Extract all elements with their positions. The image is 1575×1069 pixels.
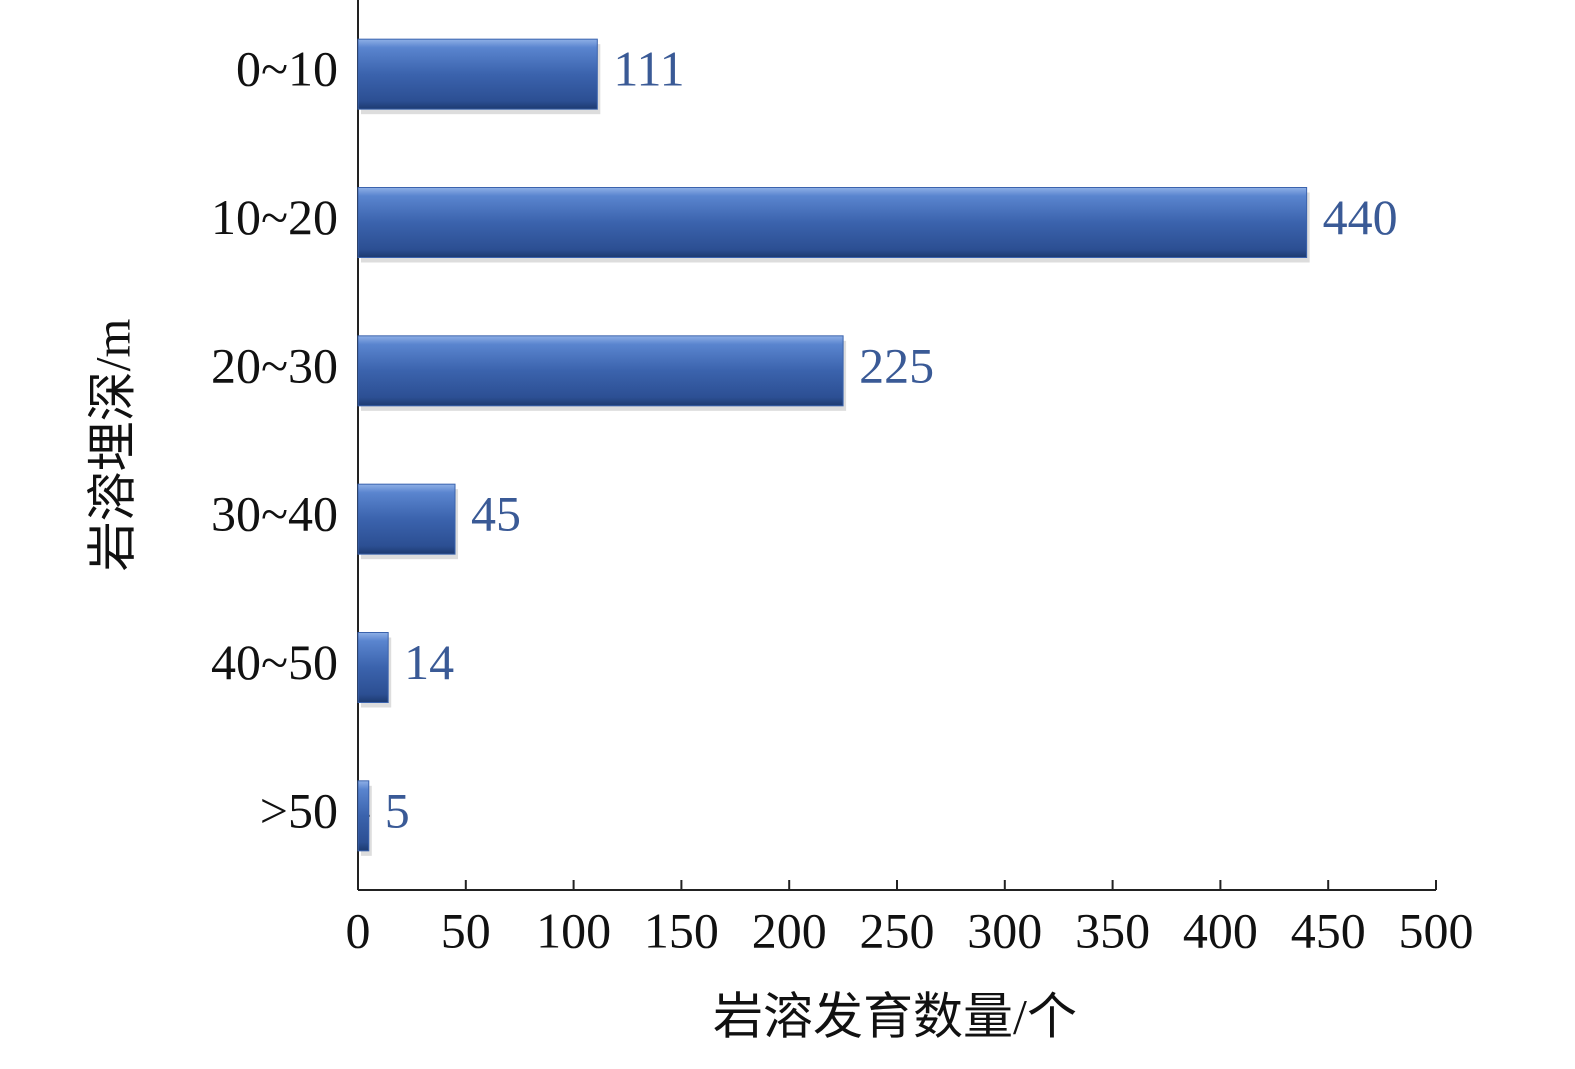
x-tick-label: 0 [346,902,371,958]
x-tick-label: 250 [860,902,935,958]
y-tick-label: 20~30 [211,337,338,393]
value-label: 440 [1323,189,1398,245]
y-axis-title: 岩溶埋深/m [84,319,140,572]
value-label: 45 [471,486,521,542]
y-tick-label: 10~20 [211,189,338,245]
y-tick-label: 0~10 [236,41,338,97]
value-label: 14 [404,634,454,690]
value-label: 225 [859,337,934,393]
x-tick-label: 500 [1399,902,1474,958]
bar [357,483,456,555]
x-tick-label: 300 [967,902,1042,958]
bar [357,632,389,703]
bar [357,38,598,110]
x-tick-label: 50 [441,902,491,958]
bar [357,335,844,407]
bar [357,187,1308,258]
bar [357,780,370,852]
x-tick-label: 450 [1291,902,1366,958]
x-axis-title: 岩溶发育数量/个 [713,988,1077,1044]
x-tick-label: 100 [536,902,611,958]
x-tick-label: 150 [644,902,719,958]
y-tick-label: 30~40 [211,486,338,542]
value-label: 5 [385,782,410,838]
x-tick-label: 200 [752,902,827,958]
y-tick-label: >50 [260,782,338,838]
x-tick-label: 400 [1183,902,1258,958]
value-label: 111 [613,41,684,97]
y-tick-label: 40~50 [211,634,338,690]
x-tick-label: 350 [1075,902,1150,958]
